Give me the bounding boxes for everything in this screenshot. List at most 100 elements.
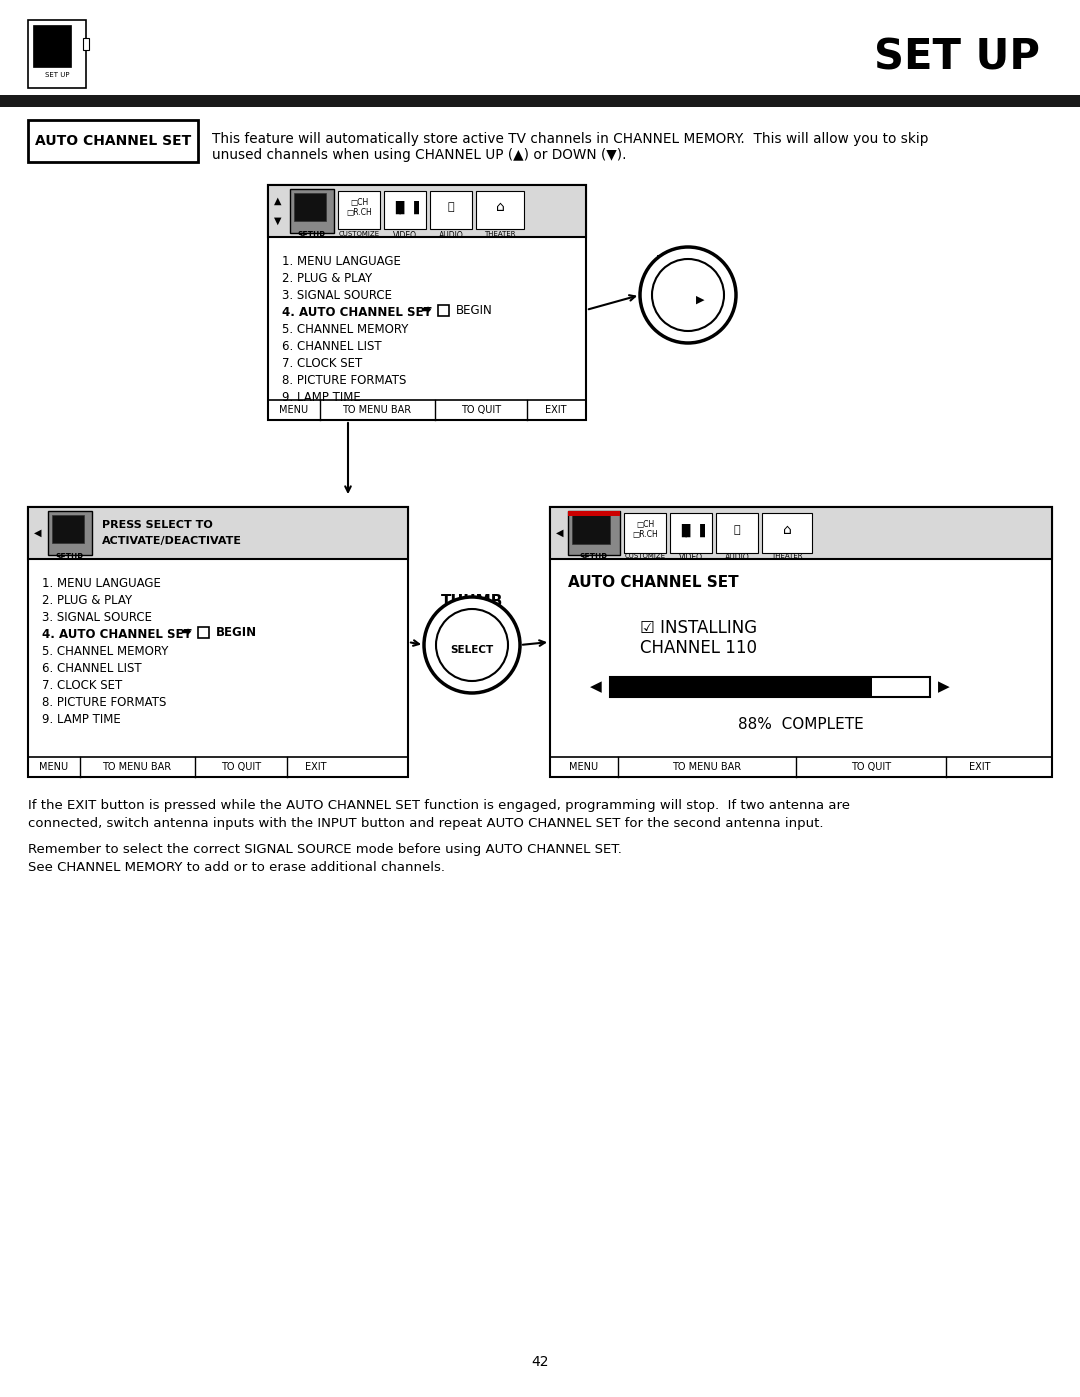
Text: MENU: MENU <box>40 761 68 773</box>
Text: □R.CH: □R.CH <box>346 208 372 217</box>
Text: AUDIO: AUDIO <box>438 231 463 240</box>
Bar <box>550 507 1052 559</box>
Bar <box>610 678 930 697</box>
Text: Remember to select the correct SIGNAL SOURCE mode before using AUTO CHANNEL SET.: Remember to select the correct SIGNAL SO… <box>28 842 622 856</box>
Bar <box>28 20 86 88</box>
Text: 4. AUTO CHANNEL SET: 4. AUTO CHANNEL SET <box>282 306 432 319</box>
Text: 1. MENU LANGUAGE: 1. MENU LANGUAGE <box>42 577 161 590</box>
Text: 8. PICTURE FORMATS: 8. PICTURE FORMATS <box>42 696 166 710</box>
Text: STICK: STICK <box>447 609 497 624</box>
Text: TO QUIT: TO QUIT <box>851 761 891 773</box>
Text: BEGIN: BEGIN <box>456 303 492 317</box>
Text: SETUP: SETUP <box>298 231 326 240</box>
Bar <box>198 627 210 638</box>
Text: □CH: □CH <box>636 521 654 529</box>
Text: 🎵: 🎵 <box>733 525 740 535</box>
Circle shape <box>640 247 735 344</box>
Text: TO QUIT: TO QUIT <box>221 761 261 773</box>
Text: If the EXIT button is pressed while the AUTO CHANNEL SET function is engaged, pr: If the EXIT button is pressed while the … <box>28 799 850 812</box>
Text: unused channels when using CHANNEL UP (▲) or DOWN (▼).: unused channels when using CHANNEL UP (▲… <box>212 148 626 162</box>
Text: 4. AUTO CHANNEL SET: 4. AUTO CHANNEL SET <box>42 629 191 641</box>
Text: VIDEO: VIDEO <box>393 231 417 240</box>
Text: THEATER: THEATER <box>771 553 802 559</box>
Text: AUTO CHANNEL SET: AUTO CHANNEL SET <box>35 134 191 148</box>
Bar <box>624 513 666 553</box>
Text: EXIT: EXIT <box>545 405 567 415</box>
Text: 88%  COMPLETE: 88% COMPLETE <box>738 717 864 732</box>
Text: connected, switch antenna inputs with the INPUT button and repeat AUTO CHANNEL S: connected, switch antenna inputs with th… <box>28 817 824 830</box>
Text: 8. PICTURE FORMATS: 8. PICTURE FORMATS <box>282 374 406 387</box>
Text: This feature will automatically store active TV channels in CHANNEL MEMORY.  Thi: This feature will automatically store ac… <box>212 131 929 147</box>
Text: MENU: MENU <box>569 761 598 773</box>
Text: SET UP: SET UP <box>44 73 69 78</box>
Text: ACTIVATE/DEACTIVATE: ACTIVATE/DEACTIVATE <box>102 536 242 546</box>
Text: STICK: STICK <box>663 270 713 285</box>
Bar <box>48 511 92 555</box>
Text: ⌂: ⌂ <box>496 200 504 214</box>
Text: TO MENU BAR: TO MENU BAR <box>342 405 411 415</box>
Text: 42: 42 <box>531 1355 549 1369</box>
Text: CUSTOMIZE: CUSTOMIZE <box>624 553 665 559</box>
Text: ▐▌▐: ▐▌▐ <box>391 200 419 214</box>
Text: 2. PLUG & PLAY: 2. PLUG & PLAY <box>282 272 373 285</box>
Text: ☑ INSTALLING: ☑ INSTALLING <box>640 619 757 637</box>
Bar <box>52 515 84 543</box>
Text: ➡: ➡ <box>420 303 431 317</box>
Text: ▶: ▶ <box>696 295 704 305</box>
Text: BEGIN: BEGIN <box>216 626 257 638</box>
Text: SELECT: SELECT <box>450 645 494 655</box>
Text: ▐▌▐: ▐▌▐ <box>676 524 705 536</box>
Bar <box>670 513 712 553</box>
Text: TO MENU BAR: TO MENU BAR <box>673 761 742 773</box>
Text: SET UP: SET UP <box>874 36 1040 78</box>
Bar <box>476 191 524 229</box>
Bar <box>568 511 620 555</box>
Bar <box>0 95 1080 108</box>
Text: □CH: □CH <box>350 197 368 207</box>
Circle shape <box>424 597 519 693</box>
Text: SETUP: SETUP <box>56 553 84 562</box>
Text: ◀: ◀ <box>35 528 42 538</box>
Text: 3. SIGNAL SOURCE: 3. SIGNAL SOURCE <box>42 610 152 624</box>
Bar <box>338 191 380 229</box>
Text: □R.CH: □R.CH <box>632 531 658 539</box>
Bar <box>572 514 610 543</box>
Text: 🎵: 🎵 <box>448 203 455 212</box>
Bar <box>430 191 472 229</box>
Bar <box>762 513 812 553</box>
Text: TO MENU BAR: TO MENU BAR <box>103 761 172 773</box>
Bar <box>716 513 758 553</box>
Text: 3. SIGNAL SOURCE: 3. SIGNAL SOURCE <box>282 289 392 302</box>
Text: See CHANNEL MEMORY to add or to erase additional channels.: See CHANNEL MEMORY to add or to erase ad… <box>28 861 445 875</box>
Text: 5. CHANNEL MEMORY: 5. CHANNEL MEMORY <box>282 323 408 337</box>
Bar <box>28 120 198 162</box>
Bar <box>294 193 326 221</box>
Bar <box>438 305 449 316</box>
Text: MENU: MENU <box>280 405 309 415</box>
Text: THUMB: THUMB <box>657 256 719 270</box>
Text: 6. CHANNEL LIST: 6. CHANNEL LIST <box>42 662 141 675</box>
Bar <box>268 184 586 237</box>
Text: ▼: ▼ <box>274 217 282 226</box>
Bar <box>568 511 620 515</box>
Text: CHANNEL 110: CHANNEL 110 <box>640 638 757 657</box>
Text: VIDEO: VIDEO <box>679 553 703 562</box>
Text: 1. MENU LANGUAGE: 1. MENU LANGUAGE <box>282 256 401 268</box>
Text: ▶: ▶ <box>939 679 950 694</box>
Text: EXIT: EXIT <box>306 761 327 773</box>
Bar <box>33 25 71 67</box>
Bar <box>610 678 872 697</box>
Text: 7. CLOCK SET: 7. CLOCK SET <box>282 358 362 370</box>
Text: ⌂: ⌂ <box>783 522 792 536</box>
Bar <box>83 38 89 50</box>
Text: TO QUIT: TO QUIT <box>461 405 501 415</box>
Text: AUDIO: AUDIO <box>725 553 750 562</box>
Text: 2. PLUG & PLAY: 2. PLUG & PLAY <box>42 594 132 608</box>
Text: PRESS SELECT TO: PRESS SELECT TO <box>102 520 213 529</box>
Text: 5. CHANNEL MEMORY: 5. CHANNEL MEMORY <box>42 645 168 658</box>
Bar <box>550 507 1052 777</box>
Text: 9. LAMP TIME: 9. LAMP TIME <box>282 391 361 404</box>
Text: AUTO CHANNEL SET: AUTO CHANNEL SET <box>568 576 739 590</box>
Text: 9. LAMP TIME: 9. LAMP TIME <box>42 712 121 726</box>
Bar <box>28 507 408 777</box>
